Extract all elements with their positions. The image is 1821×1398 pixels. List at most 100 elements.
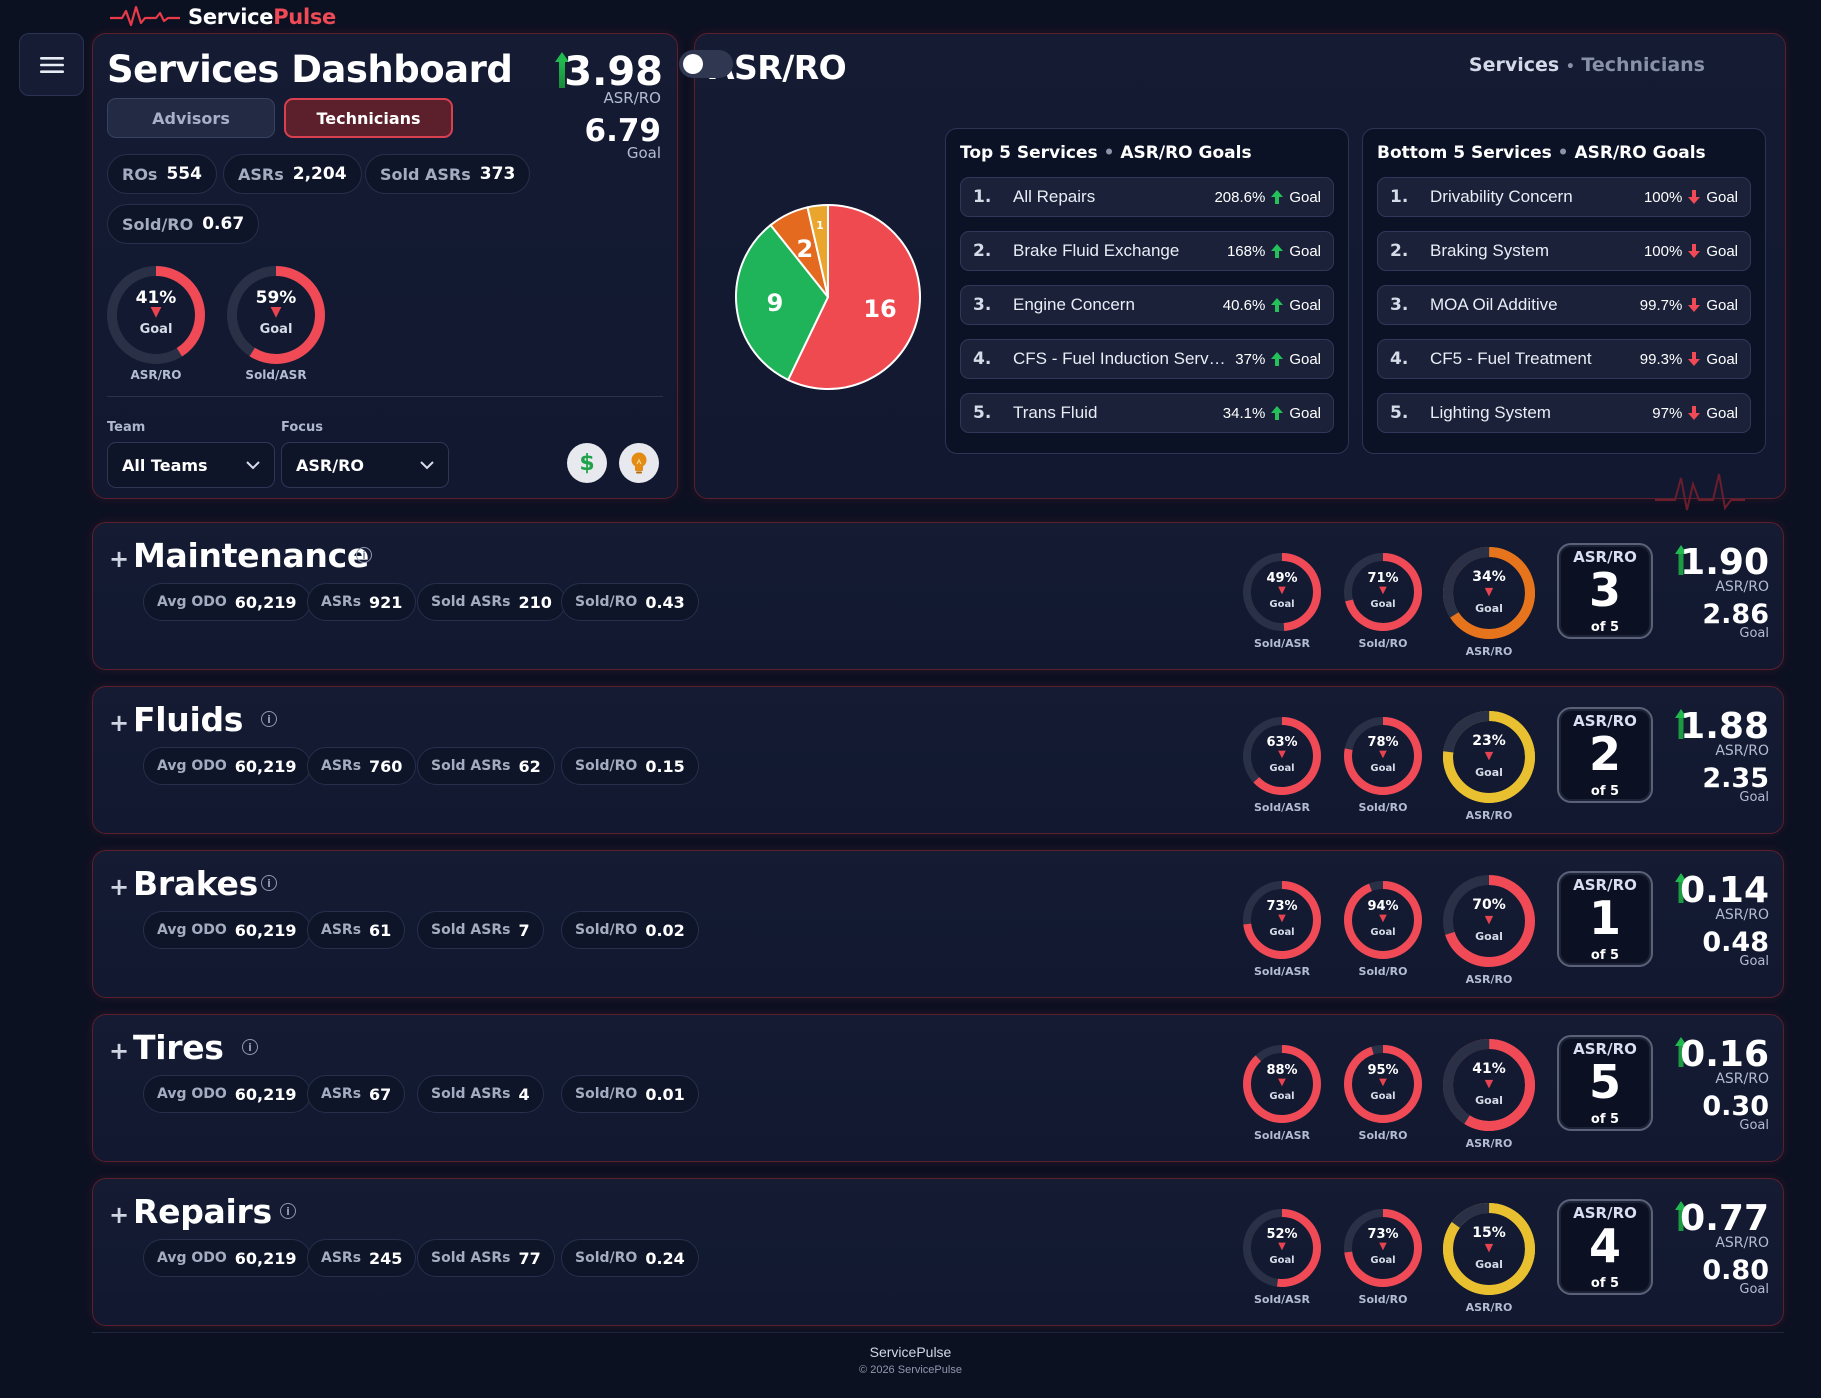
toggle-services-label[interactable]: Services (1468, 54, 1560, 76)
category-goal-value: 0.30 (1702, 1091, 1769, 1122)
info-icon[interactable]: i (280, 1203, 296, 1219)
rank-badge: ASR/RO 5 of 5 (1557, 1035, 1653, 1131)
bottom5-title-main: Bottom 5 Services (1377, 143, 1552, 163)
tab-technicians[interactable]: Technicians (284, 98, 453, 138)
down-triangle-icon: ▼ (1278, 1077, 1286, 1088)
gauge-ring (1443, 1203, 1535, 1295)
gauge-label: Sold/RO (1358, 637, 1408, 650)
category-row-tires: + Tires i Avg ODO 60,219 ASRs 67 Sold ASRs 4 Sold… (92, 1014, 1784, 1162)
list-item[interactable]: 2. Braking System 100% Goal (1377, 231, 1751, 271)
gauge-percent: 49% (1266, 571, 1298, 586)
gauge-percent: 78% (1367, 735, 1399, 750)
dollar-button[interactable]: $ (567, 443, 607, 483)
info-icon[interactable]: i (356, 547, 372, 563)
gauge-label: Sold/ASR (1253, 1129, 1311, 1142)
gauge-goal: Goal (1370, 599, 1396, 610)
list-item-rank: 3. (973, 295, 992, 315)
gauge-arc (1243, 1045, 1321, 1123)
list-item[interactable]: 5. Trans Fluid 34.1% Goal (960, 393, 1334, 433)
list-item[interactable]: 2. Brake Fluid Exchange 168% Goal (960, 231, 1334, 271)
list-item[interactable]: 1. All Repairs 208.6% Goal (960, 177, 1334, 217)
stat-label: Sold/RO (575, 594, 638, 610)
down-triangle-icon: ▼ (1379, 913, 1387, 924)
rank-number: 3 (1588, 563, 1621, 617)
category-gauge-asr-ro: 41% ▼ Goal ASR/RO (1443, 1039, 1535, 1150)
gauge-remaining (1443, 1203, 1535, 1295)
focus-select[interactable]: ASR/RO (281, 442, 449, 488)
list-item-goal: Goal (1289, 404, 1321, 422)
stat-value: 62 (518, 756, 541, 776)
stat-value: 0.43 (645, 592, 685, 612)
rank-badge: ASR/RO 3 of 5 (1557, 543, 1653, 639)
category-goal-label: Goal (1739, 954, 1769, 969)
category-goal-label: Goal (1739, 1118, 1769, 1133)
list-item[interactable]: 4. CFS - Fuel Induction Service 37% Goal (960, 339, 1334, 379)
list-item[interactable]: 5. Lighting System 97% Goal (1377, 393, 1751, 433)
category-stat: Avg ODO 60,219 (143, 911, 311, 949)
list-item-goal: Goal (1289, 242, 1321, 260)
gauge-percent: 63% (1266, 735, 1298, 750)
gauge-ring (1344, 1045, 1422, 1123)
gauge-percent: 34% (1472, 569, 1506, 585)
down-triangle-icon: ▼ (1278, 585, 1286, 596)
gauge-label: ASR/RO (1465, 1137, 1513, 1150)
pie-slice[interactable] (735, 223, 830, 382)
pie-slice[interactable] (806, 203, 829, 298)
kpi-label: ASRs (238, 164, 284, 184)
goal-value: 6.79 (584, 113, 662, 149)
list-item[interactable]: 1. Drivability Concern 100% Goal (1377, 177, 1751, 217)
gauge-ring (107, 266, 205, 364)
list-item-percent: 97% (1652, 404, 1683, 422)
rank-number: 4 (1588, 1219, 1621, 1273)
gauge-percent: 41% (135, 288, 177, 308)
kpi-label: Sold ASRs (380, 164, 471, 184)
toggle-technicians-label[interactable]: Technicians (1581, 54, 1705, 76)
team-select[interactable]: All Teams (107, 442, 275, 488)
gauge-remaining (1443, 547, 1535, 639)
top5-title-sub: ASR/RO Goals (1120, 143, 1252, 163)
category-gauge-asr-ro: 34% ▼ Goal ASR/RO (1443, 547, 1535, 658)
category-gauge-asr-ro: 23% ▼ Goal ASR/RO (1443, 711, 1535, 822)
rank-of: of 5 (1590, 1112, 1620, 1127)
category-gauge: 94% ▼ Goal Sold/RO (1344, 881, 1422, 978)
expand-button[interactable]: + (109, 709, 130, 737)
expand-button[interactable]: + (109, 1037, 130, 1065)
category-stat: ASRs 921 (307, 583, 417, 621)
stat-value: 0.01 (645, 1084, 685, 1104)
category-stat: Sold ASRs 77 (417, 1239, 555, 1277)
tab-advisors[interactable]: Advisors (107, 98, 275, 138)
menu-button[interactable] (19, 33, 84, 96)
gauge-label: Sold/ASR (245, 368, 307, 382)
insights-button[interactable] (619, 443, 659, 483)
toggle-separator: • (1565, 59, 1575, 75)
category-gauge: 78% ▼ Goal Sold/RO (1344, 717, 1422, 814)
expand-button[interactable]: + (109, 873, 130, 901)
list-item-name: Engine Concern (1013, 295, 1135, 314)
stat-value: 210 (518, 592, 552, 612)
category-gauge: 88% ▼ Goal Sold/ASR (1243, 1045, 1321, 1142)
list-item[interactable]: 3. Engine Concern 40.6% Goal (960, 285, 1334, 325)
view-toggle[interactable] (679, 50, 733, 78)
brand-logo[interactable]: ServicePulse (110, 2, 336, 32)
info-icon[interactable]: i (242, 1039, 258, 1055)
stat-value: 0.24 (645, 1248, 685, 1268)
category-stat: Sold ASRs 7 (417, 911, 544, 949)
pie-slice[interactable] (786, 203, 921, 390)
info-icon[interactable]: i (261, 875, 277, 891)
list-item[interactable]: 4. CF5 - Fuel Treatment 99.3% Goal (1377, 339, 1751, 379)
gauge-goal: Goal (1370, 1091, 1396, 1102)
stat-label: ASRs (321, 594, 362, 610)
heartbeat-icon (110, 5, 180, 27)
summary-gauge-asr-ro: 41% ▼ Goal ASR/RO (107, 266, 205, 382)
down-triangle-icon: ▼ (1484, 749, 1494, 762)
stat-value: 61 (369, 920, 392, 940)
list-item-percent: 168% (1226, 242, 1266, 260)
expand-button[interactable]: + (109, 545, 130, 573)
rank-of: of 5 (1590, 948, 1620, 963)
info-icon[interactable]: i (261, 711, 277, 727)
gauge-arc (1344, 1045, 1422, 1123)
down-triangle-icon: ▼ (1379, 1077, 1387, 1088)
list-item[interactable]: 3. MOA Oil Additive 99.7% Goal (1377, 285, 1751, 325)
expand-button[interactable]: + (109, 1201, 130, 1229)
footer-divider (92, 1332, 1784, 1333)
